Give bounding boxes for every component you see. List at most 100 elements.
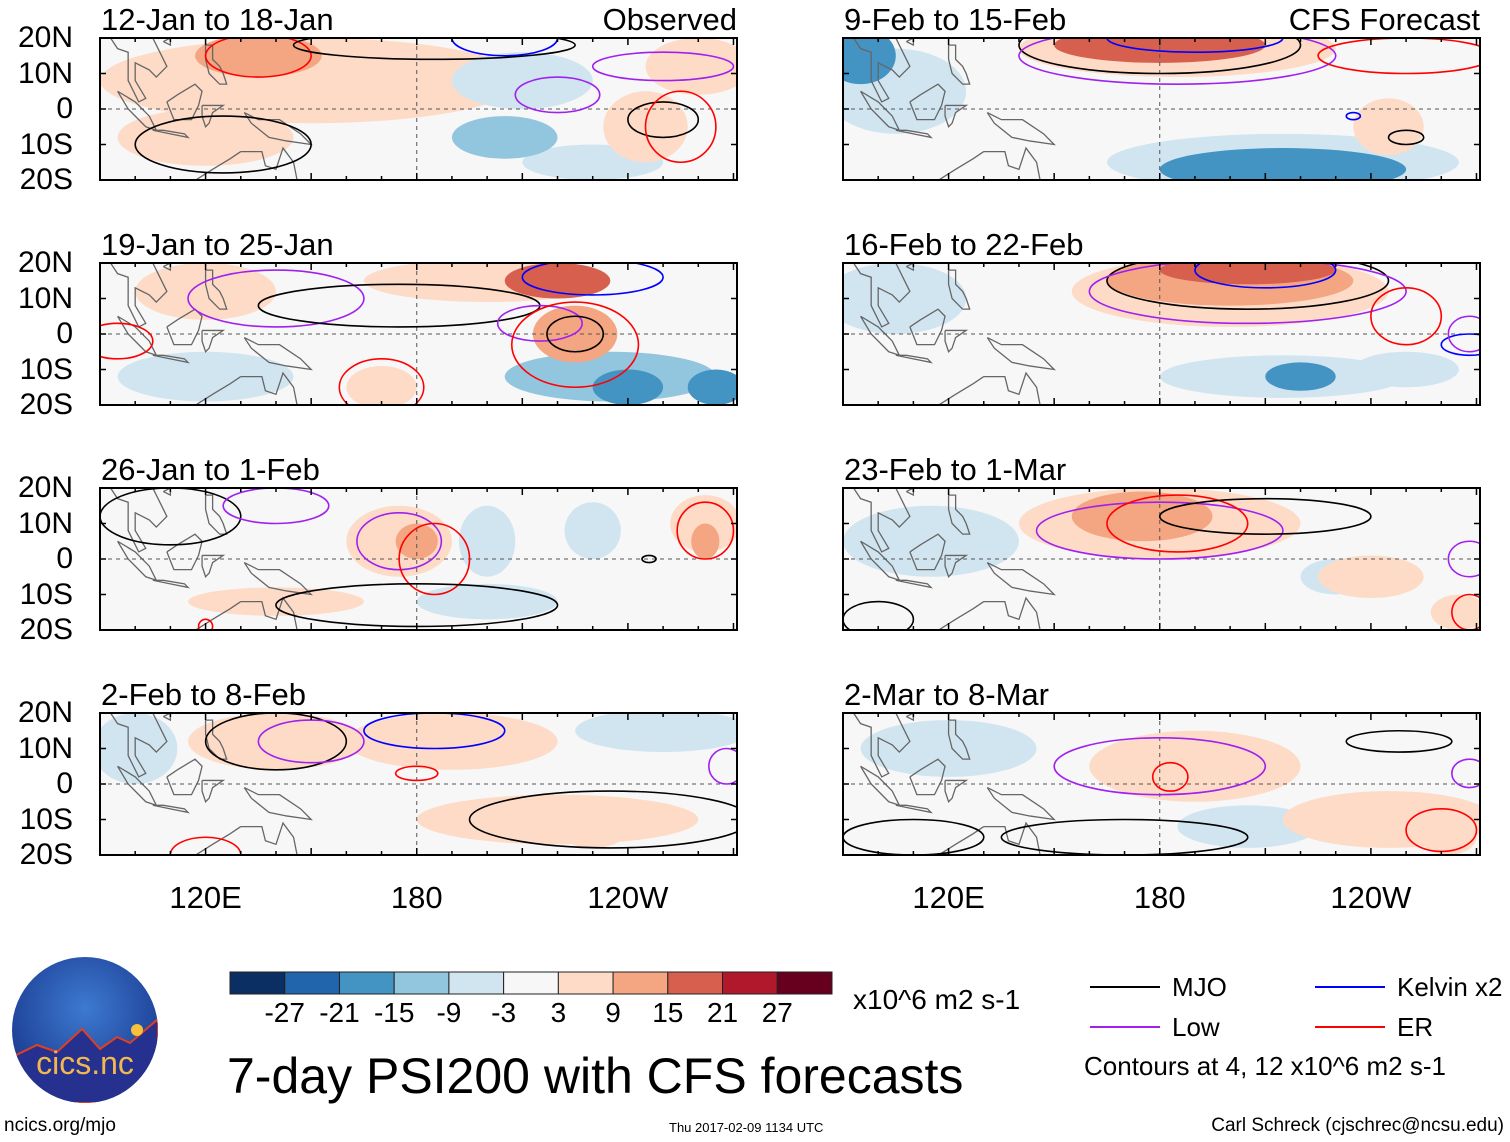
contour-note: Contours at 4, 12 x10^6 m2 s-1	[1084, 1051, 1446, 1081]
lat-label: 20S	[19, 163, 73, 196]
low-contour	[222, 488, 330, 525]
anomaly-shading	[687, 369, 737, 405]
anomaly-shading	[592, 369, 664, 405]
colorbar-swatch	[448, 971, 505, 995]
er-contour	[1451, 593, 1480, 630]
coastline	[110, 488, 168, 553]
panel-title: 16-Feb to 22-Feb	[844, 227, 1084, 262]
colorbar-swatch	[338, 971, 395, 995]
colorbar-tick: -3	[491, 997, 517, 1028]
coastline	[986, 561, 1056, 596]
map-panel	[842, 37, 1481, 181]
er-contour	[197, 618, 214, 630]
colorbar-swatch	[557, 971, 614, 995]
lat-label: 10N	[17, 731, 73, 765]
lat-label: 10S	[19, 802, 73, 836]
coastline	[986, 111, 1056, 146]
legend-label: ER	[1397, 1012, 1434, 1042]
lat-label: 0	[56, 767, 73, 800]
mjo-contour	[1345, 729, 1453, 753]
er-contour	[1106, 494, 1249, 553]
low-contour	[1035, 501, 1284, 560]
low-contour	[514, 76, 601, 114]
mjo-contour	[292, 38, 576, 61]
legend-label: Low	[1172, 1012, 1220, 1042]
panel-title: 19-Jan to 25-Jan	[101, 227, 334, 262]
mjo-contour	[1387, 129, 1425, 146]
low-contour	[1451, 758, 1480, 789]
mjo-contour	[546, 315, 605, 353]
cics-logo[interactable]: cics.nc	[12, 957, 158, 1103]
low-contour	[708, 747, 737, 785]
low-contour	[356, 512, 443, 571]
colorbar-tick: -27	[264, 997, 305, 1028]
lat-label: 20N	[17, 246, 73, 279]
er-contour	[398, 522, 471, 596]
author-credit: Carl Schreck (cjschrec@ncsu.edu)	[1211, 1115, 1504, 1136]
er-contour	[644, 90, 717, 164]
coastline	[895, 129, 933, 139]
coastline	[201, 779, 226, 803]
anomaly-shading	[100, 713, 178, 784]
mjo-contour	[134, 115, 312, 174]
panel-title: 23-Feb to 1-Mar	[844, 452, 1067, 487]
panel-title: 2-Mar to 8-Mar	[844, 677, 1049, 712]
er-contour	[1151, 761, 1189, 792]
anomaly-shading	[1159, 148, 1407, 180]
map-panel	[842, 712, 1481, 856]
low-contour	[187, 269, 365, 328]
lat-label: 10N	[17, 506, 73, 540]
coastline	[947, 44, 971, 85]
coastline	[930, 821, 1041, 855]
colorbar-tick: -21	[319, 997, 360, 1028]
anomaly-shading	[1177, 805, 1319, 848]
kelvin-contour	[1106, 38, 1284, 53]
kelvin-contour	[1345, 111, 1362, 121]
coastline	[930, 371, 1041, 405]
coastline	[201, 329, 226, 353]
low-contour	[1018, 38, 1337, 85]
colorbar-swatch	[776, 971, 833, 995]
anomaly-shading	[1353, 98, 1424, 156]
coastline	[944, 554, 969, 578]
coastline	[187, 146, 298, 180]
legend-line	[1090, 986, 1160, 988]
coastline	[947, 494, 971, 535]
anomaly-shading	[1265, 362, 1336, 391]
anomaly-shading	[1420, 819, 1477, 855]
coastline	[204, 269, 228, 310]
colorbar-swatch	[667, 971, 724, 995]
coastline	[930, 146, 1041, 180]
coastline	[986, 786, 1056, 821]
observed-label: Observed	[602, 2, 737, 37]
lat-label: 20N	[17, 696, 73, 729]
forecast-label: CFS Forecast	[1288, 2, 1480, 37]
lat-label: 20N	[17, 21, 73, 54]
anomaly-shading	[691, 523, 720, 559]
lat-label: 0	[56, 317, 73, 350]
site-link[interactable]: ncics.org/mjo	[4, 1115, 116, 1136]
anomaly-shading	[117, 351, 294, 402]
lat-label: 20N	[17, 471, 73, 504]
colorbar-tick: 27	[761, 997, 793, 1028]
colorbar-swatch	[229, 971, 286, 995]
colorbar-swatch	[503, 971, 559, 995]
anomaly-shading	[1071, 491, 1213, 542]
coastline	[187, 596, 298, 630]
er-contour	[1370, 287, 1443, 346]
lat-label: 10N	[17, 281, 73, 315]
colorbar-tick: -15	[373, 997, 415, 1028]
lon-label: 180	[390, 880, 443, 915]
lon-label: 120E	[169, 880, 242, 915]
legend-label: MJO	[1172, 972, 1227, 1002]
coastline	[152, 129, 190, 139]
mjo-contour	[843, 600, 915, 630]
er-contour	[100, 322, 154, 360]
colorbar-tick: 21	[706, 997, 739, 1028]
coastline	[201, 554, 226, 578]
coastline	[853, 488, 911, 553]
coastline	[944, 329, 969, 353]
legend-label: Kelvin x2	[1397, 972, 1503, 1002]
